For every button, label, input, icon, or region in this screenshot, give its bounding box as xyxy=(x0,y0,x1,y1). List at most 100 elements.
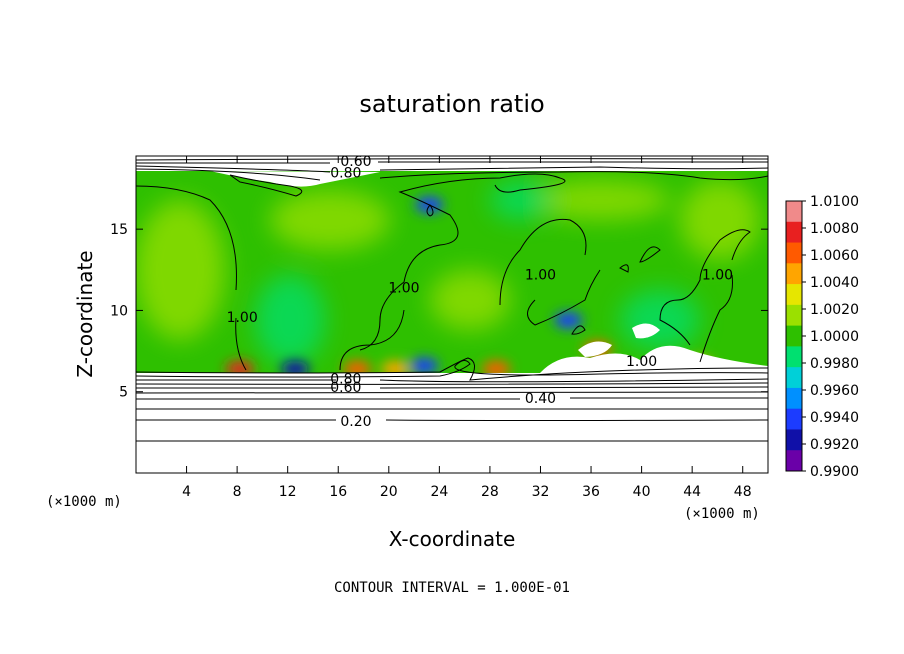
contour-label: 1.00 xyxy=(525,268,556,284)
contour-label: 0.80 xyxy=(330,372,361,388)
contour-label: 1.00 xyxy=(702,268,733,284)
y-tick-label: 15 xyxy=(110,222,128,238)
y-axis-ticks: 5 10 15 xyxy=(110,222,768,401)
colorbar-segment xyxy=(786,387,802,410)
x-tick-label: 16 xyxy=(329,484,347,500)
contour-label: 1.00 xyxy=(227,310,258,326)
contour-line xyxy=(136,168,768,181)
x-tick-label: 4 xyxy=(182,484,191,500)
colorbar-tick-label: 1.0100 xyxy=(810,194,859,210)
contour-line xyxy=(136,419,768,421)
colorbar-segment xyxy=(786,304,802,327)
colorbar-tick-label: 0.9960 xyxy=(810,383,859,399)
colorbar-tick-label: 0.9920 xyxy=(810,437,859,453)
colorbar-tick-label: 1.0060 xyxy=(810,248,859,264)
contour-label: 0.60 xyxy=(340,154,371,170)
contour-line xyxy=(619,264,629,273)
field-patch xyxy=(530,180,670,220)
colorbar-segment xyxy=(786,429,802,451)
chart-title: saturation ratio xyxy=(359,90,544,118)
cloud-patch xyxy=(578,341,612,357)
upper-cloud-edge xyxy=(210,171,380,187)
x-tick-label: 12 xyxy=(279,484,297,500)
colorbar: 1.0100 1.0080 1.0060 1.0040 1.0020 1.0000 0.99… xyxy=(785,194,859,480)
colorbar-tick-label: 0.9900 xyxy=(810,464,859,480)
colorbar-tick-label: 1.0080 xyxy=(810,221,859,237)
y-axis-label: Z-coordinate xyxy=(73,250,97,377)
contour-line xyxy=(136,391,768,394)
contour-label: 0.40 xyxy=(525,391,556,407)
x-tick-label: 48 xyxy=(734,484,752,500)
x-unit-right: (×1000 m) xyxy=(684,506,760,522)
x-tick-label: 44 xyxy=(683,484,701,500)
x-axis-ticks: 4 8 12 16 20 24 28 32 36 40 44 48 xyxy=(182,156,752,500)
contour-label: 0.20 xyxy=(340,414,371,430)
contour-line xyxy=(136,158,768,161)
colorbar-tick-label: 1.0040 xyxy=(810,275,859,291)
colorbar-segment xyxy=(786,346,802,368)
field-patch xyxy=(490,180,550,220)
contour-line xyxy=(136,161,768,164)
contour-line xyxy=(136,185,247,371)
contour-line xyxy=(136,408,768,410)
contour-line xyxy=(494,184,521,193)
contour-line xyxy=(136,397,768,400)
x-tick-label: 36 xyxy=(582,484,600,500)
contour-line xyxy=(359,281,405,351)
contour-line xyxy=(136,360,768,378)
x-unit-left: (×1000 m) xyxy=(46,494,122,510)
contour-line xyxy=(499,218,601,326)
contour-line xyxy=(136,357,768,381)
field-patch xyxy=(255,275,325,365)
field-patch xyxy=(430,270,510,330)
x-tick-label: 24 xyxy=(430,484,448,500)
field-patch xyxy=(270,190,390,250)
x-tick-label: 40 xyxy=(633,484,651,500)
x-tick-label: 8 xyxy=(233,484,242,500)
colorbar-segment xyxy=(786,325,802,347)
anomaly-spot xyxy=(554,312,583,329)
contour-label: 0.60 xyxy=(330,380,361,396)
field-patch xyxy=(680,180,760,260)
contour-line xyxy=(571,325,586,335)
colorbar-segment xyxy=(786,263,802,285)
anomaly-spot xyxy=(482,360,511,377)
colorbar-segment xyxy=(786,242,802,264)
contour-line xyxy=(136,378,768,383)
colorbar-segment xyxy=(786,201,802,223)
contour-line xyxy=(659,229,751,363)
contour-interval-note: CONTOUR INTERVAL = 1.000E-01 xyxy=(334,580,570,596)
contour-labels: 0.600.801.001.001.00 1.001.000.800.600.40… xyxy=(227,154,733,430)
anomaly-spot xyxy=(410,357,439,374)
x-axis-label: X-coordinate xyxy=(389,527,516,551)
contour-line xyxy=(639,246,661,263)
field-patch xyxy=(136,200,225,340)
contour-lines xyxy=(136,158,768,442)
x-tick-label: 20 xyxy=(380,484,398,500)
colorbar-tick-label: 0.9980 xyxy=(810,356,859,372)
y-tick-label: 5 xyxy=(119,385,128,401)
colorbar-tick-label: 0.9940 xyxy=(810,410,859,426)
contour-line xyxy=(136,165,768,173)
colorbar-segment xyxy=(786,367,802,389)
x-tick-label: 32 xyxy=(532,484,550,500)
contour-line xyxy=(136,386,768,389)
colorbar-tick-label: 1.0000 xyxy=(810,329,859,345)
lower-cloud-edge xyxy=(540,345,768,373)
colorbar-segment xyxy=(786,284,802,306)
colorbar-segment xyxy=(786,450,802,472)
contour-line xyxy=(229,174,303,197)
contour-label: 1.00 xyxy=(626,354,657,370)
contour-line xyxy=(136,382,768,385)
contour-label: 0.80 xyxy=(330,165,361,181)
field-texture xyxy=(136,180,760,365)
y-tick-label: 10 xyxy=(110,303,128,319)
colorbar-segment xyxy=(786,221,802,244)
plot-frame xyxy=(135,155,769,474)
contour-label: 1.00 xyxy=(388,281,419,297)
contour-line xyxy=(426,204,434,217)
lower-subsaturated-region xyxy=(136,373,768,473)
cloud-patch xyxy=(632,323,660,339)
x-tick-label: 28 xyxy=(481,484,499,500)
